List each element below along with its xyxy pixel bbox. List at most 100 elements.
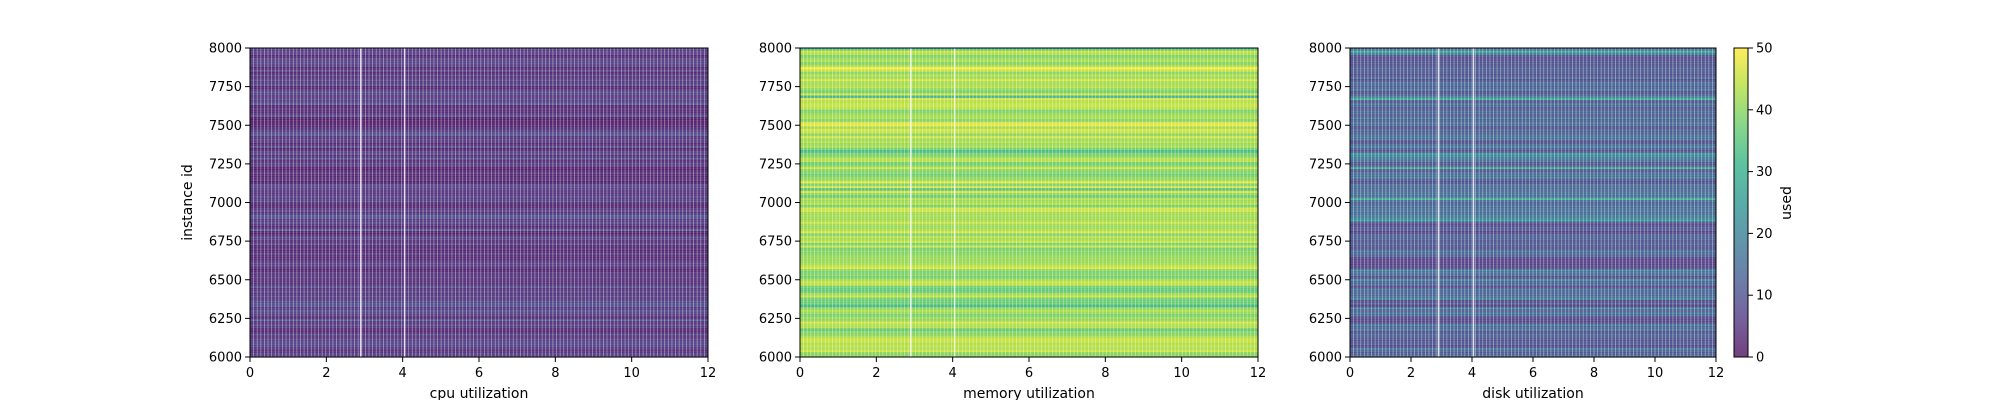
heatmap-cells: [250, 48, 708, 358]
heatmap-row: [800, 133, 1258, 137]
colorbar-tick-label: 50: [1756, 42, 1773, 57]
heatmap-row: [250, 74, 708, 78]
heatmap-row: [1350, 335, 1716, 339]
heatmap-row: [250, 259, 708, 263]
y-tick-label: 6250: [209, 312, 242, 327]
heatmap-row: [1350, 192, 1716, 196]
heatmap-row: [800, 219, 1258, 223]
heatmap-row: [250, 228, 708, 232]
heatmap-row: [1350, 86, 1716, 90]
heatmap-row: [800, 297, 1258, 301]
heatmap-row: [250, 100, 708, 104]
heatmap-row: [250, 214, 708, 218]
heatmap-row: [250, 166, 708, 170]
heatmap-row: [800, 288, 1258, 292]
heatmap-row: [1350, 280, 1716, 284]
heatmap-row: [250, 314, 708, 318]
heatmap-row: [800, 276, 1258, 280]
y-axis-label: instance id: [180, 164, 196, 241]
heatmap-row: [800, 105, 1258, 109]
heatmap-row: [1350, 197, 1716, 201]
colorbar-gradient: [1734, 48, 1748, 357]
heatmap-row: [1350, 330, 1716, 334]
heatmap-row: [800, 83, 1258, 87]
heatmap-row: [1350, 328, 1716, 332]
heatmap-row: [800, 78, 1258, 82]
heatmap-row: [1350, 285, 1716, 289]
heatmap-row: [1350, 183, 1716, 187]
heatmap-row: [250, 95, 708, 99]
heatmap-row: [800, 340, 1258, 344]
heatmap-row: [800, 228, 1258, 232]
heatmap-row: [1350, 135, 1716, 139]
heatmap-row: [1350, 326, 1716, 330]
heatmap-panel-disk: 0 2 4 6 8 10 12 6000 6250 6500 6750 7000 7250 7500 775…: [1309, 42, 1724, 400]
heatmap-row: [800, 216, 1258, 220]
heatmap-row: [1350, 140, 1716, 144]
heatmap-row: [250, 93, 708, 97]
y-tick-label: 7250: [209, 157, 242, 172]
heatmap-row: [1350, 349, 1716, 353]
y-tick-label: 7500: [759, 119, 792, 134]
heatmap-row: [1350, 57, 1716, 61]
y-tick-label: 6500: [759, 273, 792, 288]
y-tick-label: 6000: [759, 351, 792, 366]
heatmap-row: [800, 140, 1258, 144]
heatmap-row: [250, 183, 708, 187]
heatmap-row: [1350, 333, 1716, 337]
heatmap-row: [800, 250, 1258, 254]
heatmap-row: [1350, 214, 1716, 218]
heatmap-row: [800, 159, 1258, 163]
heatmap-row: [250, 335, 708, 339]
heatmap-row: [800, 261, 1258, 265]
heatmap-row: [800, 50, 1258, 54]
heatmap-row: [1350, 323, 1716, 327]
heatmap-row: [800, 335, 1258, 339]
heatmap-row: [1350, 288, 1716, 292]
heatmap-row: [1350, 81, 1716, 85]
heatmap-row: [800, 266, 1258, 270]
colorbar-tick-label: 40: [1756, 103, 1773, 118]
heatmap-cells: [1350, 48, 1716, 358]
heatmap-row: [250, 273, 708, 277]
heatmap-row: [1350, 67, 1716, 70]
x-tick-label: 12: [1250, 366, 1267, 381]
heatmap-row: [800, 190, 1258, 194]
heatmap-row: [250, 135, 708, 139]
heatmap-row: [250, 202, 708, 206]
heatmap-row: [250, 285, 708, 289]
heatmap-row: [250, 207, 708, 211]
x-axis-label: disk utilization: [1482, 386, 1583, 400]
heatmap-row: [250, 150, 708, 154]
heatmap-row: [1350, 219, 1716, 223]
heatmap-row: [1350, 128, 1716, 132]
heatmap-row: [1350, 304, 1716, 308]
y-tick-label: 7750: [759, 80, 792, 95]
heatmap-row: [1350, 228, 1716, 232]
heatmap-row: [250, 145, 708, 149]
heatmap-row: [250, 309, 708, 313]
heatmap-row: [1350, 292, 1716, 296]
heatmap-row: [800, 264, 1258, 268]
heatmap-row: [250, 226, 708, 230]
heatmap-row: [250, 271, 708, 275]
heatmap-row: [1350, 223, 1716, 227]
heatmap-row: [1350, 95, 1716, 99]
heatmap-row: [1350, 347, 1716, 351]
heatmap-row: [250, 326, 708, 330]
heatmap-row: [800, 152, 1258, 156]
heatmap-row: [250, 178, 708, 182]
heatmap-row: [1350, 154, 1716, 158]
heatmap-row: [1350, 321, 1716, 325]
heatmap-row: [1350, 273, 1716, 277]
heatmap-row: [1350, 242, 1716, 246]
heatmap-row: [1350, 171, 1716, 175]
heatmap-row: [800, 233, 1258, 237]
heatmap-row: [800, 67, 1258, 70]
y-tick-label: 7500: [209, 119, 242, 134]
heatmap-row: [800, 302, 1258, 306]
heatmap-row: [1350, 76, 1716, 80]
heatmap-row: [800, 238, 1258, 242]
heatmap-row: [1350, 354, 1716, 358]
heatmap-row: [800, 269, 1258, 273]
